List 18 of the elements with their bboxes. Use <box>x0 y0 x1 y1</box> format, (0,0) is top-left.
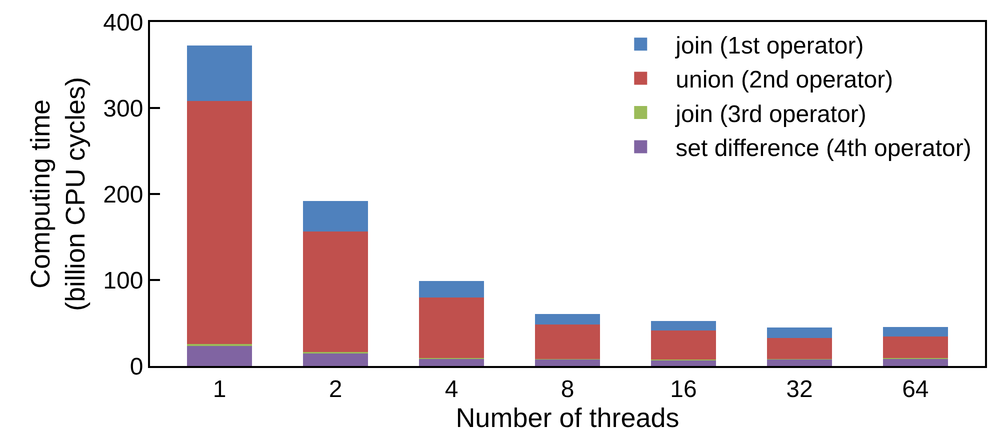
x-tick-label: 1 <box>212 376 226 403</box>
y-tick-label: 300 <box>103 95 144 122</box>
y-tick-label: 200 <box>103 181 144 208</box>
legend-label: set difference (4th operator) <box>676 135 972 162</box>
x-tick-label: 64 <box>902 376 929 403</box>
x-tick-label: 4 <box>444 376 458 403</box>
y-tick-label: 400 <box>103 9 144 36</box>
x-tick-label: 32 <box>786 376 813 403</box>
legend-label: join (1st operator) <box>674 32 864 60</box>
legend-label: union (2nd operator) <box>676 66 894 94</box>
legend-label: join (3rd operator) <box>674 100 866 128</box>
x-tick-label: 2 <box>328 376 342 403</box>
x-axis-title: Number of threads <box>456 402 680 433</box>
x-tick-label: 16 <box>670 376 697 403</box>
y-tick-label: 0 <box>130 353 144 380</box>
y-tick-label: 100 <box>103 267 144 294</box>
x-tick-label: 8 <box>560 376 574 403</box>
y-axis-title: Computing time (billion CPU cycles) <box>26 76 91 312</box>
